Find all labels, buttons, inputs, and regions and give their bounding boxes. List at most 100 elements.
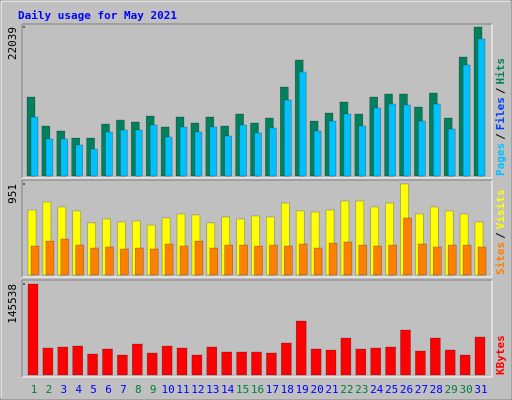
x-tick-label: 15 (236, 383, 249, 396)
bar (447, 128, 456, 177)
bar (432, 103, 441, 177)
bar (135, 247, 144, 276)
bar (149, 248, 159, 276)
bar (295, 320, 307, 376)
bar (75, 144, 83, 177)
x-tick-label: 21 (325, 383, 338, 396)
bar (328, 120, 337, 177)
bar (72, 345, 83, 376)
x-tick-label: 14 (221, 383, 235, 396)
bar (444, 349, 456, 376)
y-tick-label: 951 (6, 184, 19, 204)
bar (283, 245, 293, 276)
bar (42, 347, 54, 376)
bar (313, 130, 322, 177)
bar (117, 354, 128, 376)
bar (340, 337, 352, 376)
bar (120, 248, 129, 276)
bar (206, 346, 218, 376)
bar (239, 124, 247, 177)
bar (236, 351, 247, 376)
x-tick-label: 16 (251, 383, 264, 396)
bar (403, 217, 412, 276)
x-tick-label: 11 (176, 383, 189, 396)
x-tick-label: 2 (46, 383, 53, 396)
x-tick-label: 30 (459, 383, 472, 396)
bar (105, 246, 114, 276)
bar (179, 126, 188, 177)
bar (191, 354, 203, 376)
y-tick-label: 145538 (6, 284, 19, 324)
bar (388, 244, 397, 276)
bar (459, 354, 471, 376)
bar (120, 129, 128, 177)
bar (90, 148, 98, 177)
bar (310, 348, 322, 376)
x-tick-label: 18 (281, 383, 294, 396)
bar (194, 131, 203, 177)
bar (179, 245, 189, 276)
bar (105, 131, 113, 177)
x-tick-label: 3 (60, 383, 67, 396)
bar (400, 329, 411, 376)
bar (164, 243, 174, 276)
bar (224, 135, 232, 177)
bar (418, 120, 426, 177)
bar (30, 116, 39, 177)
legend: Pages / Files / Hits (494, 58, 507, 176)
bar (477, 246, 487, 276)
bar (313, 247, 323, 276)
x-tick-label: 26 (400, 383, 413, 396)
bar (135, 129, 143, 177)
bar (57, 346, 69, 376)
bar (176, 347, 188, 376)
bar (45, 138, 54, 177)
bar (209, 247, 219, 276)
bar (325, 349, 337, 376)
bar (447, 244, 457, 276)
bar (209, 126, 218, 177)
bar (60, 138, 69, 177)
x-tick-label: 12 (191, 383, 204, 396)
bar (146, 352, 158, 376)
legend-entry: KBytes (494, 335, 507, 375)
bar (403, 104, 411, 177)
bar (462, 244, 472, 276)
bar (269, 127, 277, 177)
bar (161, 345, 173, 376)
legend-entry: Hits (494, 58, 507, 85)
legend-separator: / (494, 232, 507, 239)
x-tick-label: 10 (161, 383, 174, 396)
bar (370, 347, 382, 376)
bar (239, 244, 248, 276)
x-tick-label: 23 (355, 383, 368, 396)
bar (164, 136, 173, 177)
bar (45, 240, 55, 276)
x-tick-label: 29 (445, 383, 458, 396)
x-tick-label: 24 (370, 383, 384, 396)
bar (60, 238, 70, 276)
bar (149, 124, 158, 177)
legend: Sites / Visits (494, 190, 507, 276)
x-tick-label: 17 (266, 383, 279, 396)
x-tick-label: 5 (90, 383, 97, 396)
bar (269, 244, 278, 276)
bar (343, 113, 352, 177)
legend-entry: Visits (494, 190, 507, 230)
bar (358, 244, 368, 276)
y-tick-label: 22039 (6, 27, 19, 60)
chart-title: Daily usage for May 2021 (18, 9, 177, 22)
bar (102, 348, 113, 376)
x-tick-label: 28 (430, 383, 443, 396)
x-tick-label: 4 (75, 383, 82, 396)
x-tick-label: 25 (385, 383, 398, 396)
bar (194, 240, 204, 276)
bar (358, 125, 367, 177)
legend-entry: Pages (494, 143, 507, 176)
bar (30, 245, 40, 276)
bar (280, 342, 292, 376)
x-tick-label: 6 (105, 383, 112, 396)
x-tick-label: 19 (296, 383, 309, 396)
x-tick-label: 20 (310, 383, 323, 396)
